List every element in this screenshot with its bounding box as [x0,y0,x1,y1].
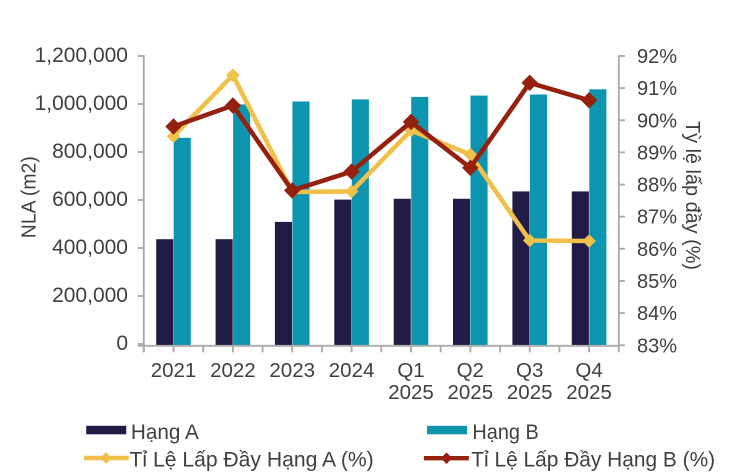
svg-text:89%: 89% [637,142,677,164]
svg-text:2024: 2024 [329,359,375,382]
svg-text:Tỳ lệ lấp đầy (%): Tỳ lệ lấp đầy (%) [681,121,703,270]
svg-text:2025: 2025 [507,381,553,404]
svg-text:2021: 2021 [151,359,197,382]
svg-text:91%: 91% [637,78,677,100]
svg-text:200,000: 200,000 [52,284,128,307]
svg-text:2025: 2025 [566,381,612,404]
svg-text:92%: 92% [637,46,677,68]
svg-text:Q2: Q2 [457,359,484,382]
svg-text:2023: 2023 [269,359,315,382]
svg-text:1,000,000: 1,000,000 [35,92,128,115]
svg-text:1,200,000: 1,200,000 [35,44,128,67]
svg-text:87%: 87% [637,207,677,229]
svg-text:84%: 84% [637,303,677,325]
svg-text:85%: 85% [637,271,677,293]
svg-text:400,000: 400,000 [52,236,128,259]
svg-text:800,000: 800,000 [52,140,128,163]
svg-text:0: 0 [116,332,128,355]
svg-text:Q3: Q3 [516,359,543,382]
svg-text:2022: 2022 [210,359,256,382]
svg-text:600,000: 600,000 [52,188,128,211]
svg-text:2025: 2025 [388,381,434,404]
svg-text:86%: 86% [637,239,677,261]
svg-text:88%: 88% [637,175,677,197]
svg-text:Tỉ Lệ Lấp Đầy Hạng B (%): Tỉ Lệ Lấp Đầy Hạng B (%) [471,449,715,472]
svg-text:2025: 2025 [447,381,493,404]
svg-text:Tỉ Lệ Lấp Đầy Hạng A (%): Tỉ Lệ Lấp Đầy Hạng A (%) [130,449,374,472]
svg-text:83%: 83% [637,335,677,357]
svg-text:Q4: Q4 [575,359,602,382]
svg-text:Hạng A: Hạng A [131,421,199,444]
svg-text:NLA (m2): NLA (m2) [19,156,41,238]
svg-text:90%: 90% [637,110,677,132]
svg-text:Hạng B: Hạng B [472,421,538,444]
svg-text:Q1: Q1 [397,359,424,382]
